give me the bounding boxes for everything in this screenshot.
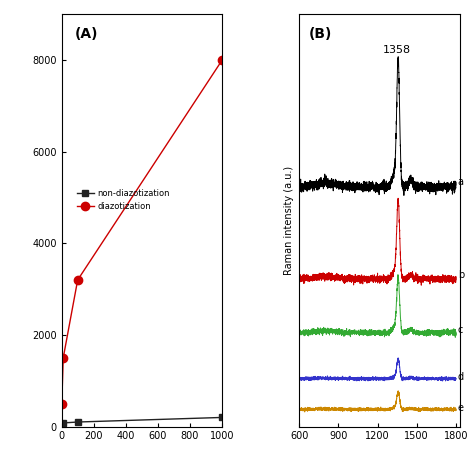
Text: b: b [458,271,464,281]
diazotization [60,355,66,361]
Legend: non-diazotization, diazotization: non-diazotization, diazotization [74,185,173,214]
Text: e: e [458,403,464,413]
Text: (B): (B) [309,27,332,41]
diazotization [75,277,81,283]
Text: a: a [458,177,464,187]
Text: 1358: 1358 [383,45,411,55]
non-diazotization [59,423,64,428]
diazotization [219,57,225,63]
Text: (A): (A) [74,27,98,41]
Line: non-diazotization: non-diazotization [59,415,225,428]
diazotization [59,401,64,407]
Text: d: d [458,372,464,382]
Text: c: c [458,325,463,335]
non-diazotization [60,420,66,426]
Y-axis label: Raman intensity (a.u.): Raman intensity (a.u.) [283,166,294,275]
non-diazotization [75,419,81,425]
non-diazotization [219,415,225,420]
Line: diazotization: diazotization [58,56,227,408]
